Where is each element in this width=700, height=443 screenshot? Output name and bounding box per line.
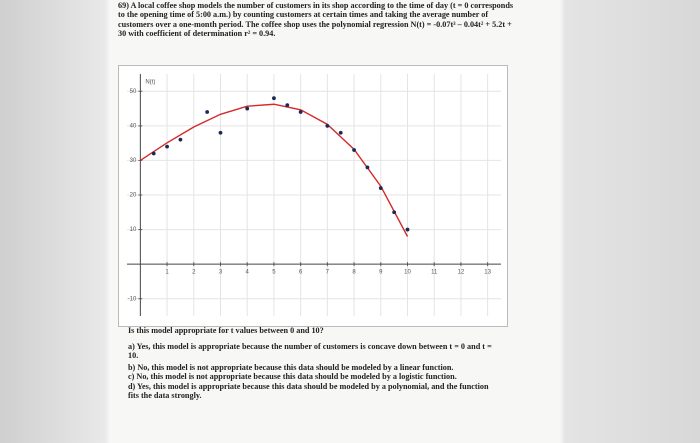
data-point bbox=[245, 106, 250, 111]
question: Is this model appropriate for t values b… bbox=[128, 326, 324, 335]
data-point bbox=[298, 110, 303, 114]
x-tick-label: 9 bbox=[379, 270, 383, 276]
y-tick-label: 20 bbox=[130, 193, 137, 199]
data-point bbox=[338, 130, 343, 135]
x-tick-label: 6 bbox=[299, 270, 303, 276]
data-point bbox=[272, 96, 276, 101]
x-tick-label: 10 bbox=[404, 270, 411, 276]
x-tick-label: 13 bbox=[484, 270, 491, 276]
data-point bbox=[151, 151, 156, 156]
option[interactable]: a) Yes, this model is appropriate becaus… bbox=[128, 342, 492, 361]
y-tick-label: 40 bbox=[130, 123, 137, 129]
data-point bbox=[365, 165, 370, 170]
y-tick-label: 10 bbox=[130, 227, 137, 233]
option[interactable]: b) No, this model is not appropriate bec… bbox=[128, 362, 454, 372]
data-point bbox=[218, 130, 223, 135]
x-tick-label: 12 bbox=[458, 270, 465, 276]
data-point bbox=[378, 186, 383, 190]
data-point bbox=[178, 137, 183, 142]
data-point bbox=[325, 123, 330, 128]
data-point bbox=[165, 144, 169, 149]
option[interactable]: c) No, this model is not appropriate bec… bbox=[128, 372, 457, 382]
x-tick-label: 5 bbox=[272, 270, 276, 276]
x-tick-label: 7 bbox=[326, 270, 330, 276]
x-tick-label: 4 bbox=[246, 270, 250, 276]
data-point bbox=[285, 103, 290, 108]
data-point bbox=[205, 110, 210, 114]
x-tick-label: 1 bbox=[165, 270, 169, 276]
x-tick-label: 3 bbox=[219, 270, 223, 276]
data-point bbox=[405, 227, 410, 232]
y-tick-label: 50 bbox=[130, 89, 137, 95]
y-tick-label: -10 bbox=[128, 296, 137, 302]
problem-text: 69) A local coffee shop models the numbe… bbox=[118, 1, 514, 39]
x-tick-label: 8 bbox=[352, 270, 356, 276]
data-point bbox=[392, 210, 397, 215]
x-tick-label: 11 bbox=[431, 270, 438, 276]
regression-curve bbox=[139, 103, 409, 237]
y-axis-label: N(t) bbox=[145, 80, 155, 86]
data-point bbox=[352, 148, 356, 152]
y-tick-label: 30 bbox=[130, 158, 137, 164]
options: a) Yes, this model is appropriate becaus… bbox=[128, 342, 498, 400]
x-tick-label: 2 bbox=[192, 270, 196, 276]
option[interactable]: d) Yes, this model is appropriate becaus… bbox=[128, 381, 489, 401]
